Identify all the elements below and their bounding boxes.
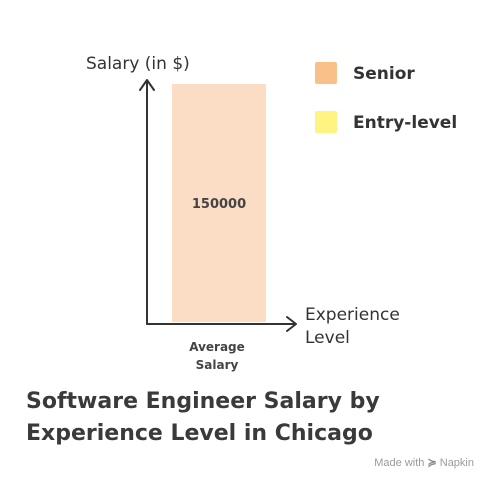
chart-title: Software Engineer Salary by Experience L… xyxy=(26,389,380,446)
napkin-logo-icon: ≽ xyxy=(427,457,437,469)
data-label: 150000 xyxy=(192,197,246,212)
legend-swatch xyxy=(315,111,337,133)
watermark-brand: Napkin xyxy=(439,457,474,469)
y-axis-arrow-icon xyxy=(139,79,155,91)
legend-label: Entry-level xyxy=(353,113,457,133)
chart: Salary (in $) Experience Level 150000 Ave… xyxy=(86,54,457,372)
bars: 150000 xyxy=(172,84,266,322)
bar-senior xyxy=(172,84,266,322)
legend: Senior Entry-level xyxy=(315,62,457,133)
x-axis-arrow-icon xyxy=(286,316,297,332)
watermark-prefix: Made with xyxy=(374,457,425,469)
category-label: Average Salary xyxy=(189,340,245,372)
y-axis-label: Salary (in $) xyxy=(86,54,190,74)
watermark: Made with ≽ Napkin xyxy=(374,456,474,469)
legend-label: Senior xyxy=(353,64,415,84)
x-axis-label: Experience Level xyxy=(305,305,400,348)
legend-swatch xyxy=(315,62,337,84)
